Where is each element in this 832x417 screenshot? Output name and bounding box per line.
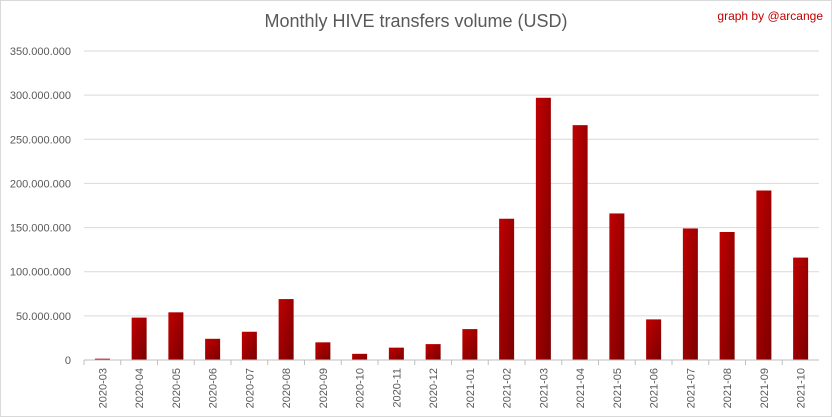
x-tick-label: 2020-03 — [97, 368, 109, 408]
y-tick-label: 150.000.000 — [10, 223, 71, 235]
x-tick-label: 2021-01 — [465, 368, 477, 408]
bar-2020-10 — [352, 353, 368, 360]
bar-2021-09 — [756, 190, 772, 360]
y-axis-ticks: 0 50.000.000 100.000.000 150.000.000 200.000… — [10, 46, 71, 367]
bar-2020-07 — [241, 331, 257, 360]
bar-2021-06 — [646, 319, 662, 360]
x-tick-label: 2021-05 — [612, 368, 624, 408]
bar-2020-12 — [425, 344, 441, 360]
gridlines — [84, 50, 819, 317]
x-tick-label: 2021-03 — [538, 368, 550, 408]
bars — [94, 97, 809, 360]
x-tick-label: 2021-02 — [502, 368, 514, 408]
x-tick-label: 2020-06 — [208, 368, 220, 408]
y-tick-label: 100.000.000 — [10, 267, 71, 279]
watermark-credit: graph by @arcange — [717, 9, 823, 23]
bar-2021-07 — [682, 228, 698, 360]
bar-2020-04 — [131, 317, 147, 360]
y-tick-label: 350.000.000 — [10, 46, 71, 58]
x-tick-label: 2021-08 — [722, 368, 734, 408]
bar-2020-08 — [278, 299, 294, 360]
y-tick-label: 50.000.000 — [16, 311, 71, 323]
bar-2021-01 — [462, 329, 478, 360]
x-axis — [83, 359, 819, 365]
bar-2021-05 — [609, 213, 625, 360]
x-tick-label: 2020-12 — [428, 368, 440, 408]
x-tick-label: 2020-08 — [281, 368, 293, 408]
y-tick-label: 200.000.000 — [10, 178, 71, 190]
bar-2020-06 — [205, 338, 221, 360]
y-tick-label: 250.000.000 — [10, 134, 71, 146]
x-tick-label: 2020-04 — [134, 368, 146, 408]
x-tick-label: 2021-07 — [685, 368, 697, 408]
y-tick-label: 0 — [65, 355, 71, 367]
chart-title: Monthly HIVE transfers volume (USD) — [264, 11, 568, 31]
x-tick-label: 2020-11 — [391, 368, 403, 408]
bar-2020-09 — [315, 342, 331, 360]
bar-2020-11 — [388, 347, 404, 360]
bar-2020-03 — [94, 358, 110, 360]
bar-2021-08 — [719, 231, 735, 360]
y-tick-label: 300.000.000 — [10, 90, 71, 102]
x-axis-ticks: 2020-03 2020-04 2020-05 2020-06 2020-07 2020-… — [97, 368, 807, 408]
bar-2020-05 — [168, 312, 184, 360]
bar-2021-04 — [572, 125, 588, 360]
x-tick-label: 2021-04 — [575, 368, 587, 408]
x-tick-label: 2021-06 — [649, 368, 661, 408]
bar-2021-02 — [499, 218, 515, 360]
x-tick-label: 2020-09 — [318, 368, 330, 408]
bar-2021-10 — [793, 257, 809, 360]
bar-2021-03 — [535, 97, 551, 360]
x-tick-label: 2021-10 — [796, 368, 808, 408]
x-tick-label: 2020-10 — [355, 368, 367, 408]
x-tick-label: 2020-07 — [244, 368, 256, 408]
x-tick-label: 2020-05 — [171, 368, 183, 408]
x-tick-label: 2021-09 — [759, 368, 771, 408]
